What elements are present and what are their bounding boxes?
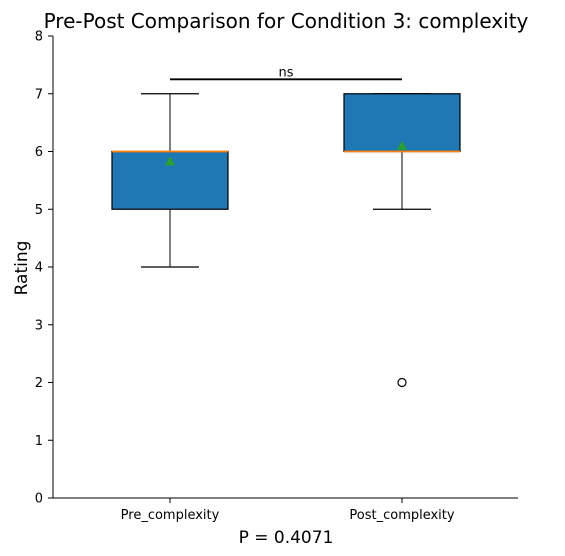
y-tick-label: 2 [35, 376, 43, 391]
significance-label: ns [278, 65, 293, 80]
y-tick-label: 8 [35, 30, 43, 45]
mean-marker [165, 156, 175, 166]
y-tick-label: 4 [35, 261, 43, 276]
x-tick-label: Pre_complexity [121, 508, 220, 523]
y-tick-label: 1 [35, 434, 43, 449]
y-tick-label: 6 [35, 145, 43, 160]
y-tick-label: 0 [35, 492, 43, 507]
y-tick-label: 7 [35, 87, 43, 102]
outlier-point [397, 377, 407, 388]
y-axis-label: Rating [12, 241, 32, 296]
plot-area: 0 1 2 3 4 5 6 7 8 Pre_complexity Post_complexity ns [35, 30, 518, 523]
x-axis-label: P = 0.4071 [239, 528, 334, 548]
y-tick-label: 5 [35, 203, 43, 218]
mean-marker [397, 140, 407, 150]
chart-title: Pre-Post Comparison for Condition 3: com… [44, 9, 529, 33]
x-tick-label: Post_complexity [349, 508, 455, 523]
y-tick-label: 3 [35, 318, 43, 333]
